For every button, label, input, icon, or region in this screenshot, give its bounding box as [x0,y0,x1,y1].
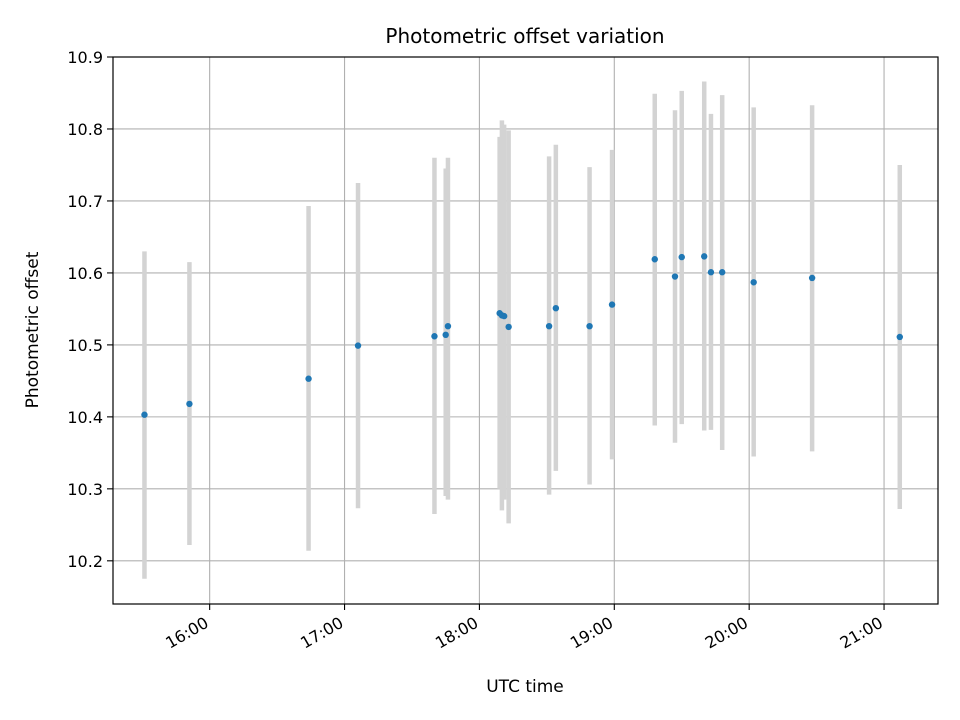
y-tick-label: 10.3 [67,480,103,499]
data-point [545,322,553,330]
data-point [896,333,903,341]
data-point [671,273,679,280]
data-point [707,269,715,276]
data-point [678,253,685,261]
data-point [808,274,816,282]
data-point [608,301,616,308]
data-point [701,253,708,260]
data-point [354,342,362,349]
data-point [431,333,438,340]
data-point [305,375,312,382]
data-point [718,269,726,276]
data-point [500,312,508,320]
data-point [750,279,757,286]
chart-title: Photometric offset variation [385,24,664,48]
data-point [586,322,593,330]
y-axis-title: Photometric offset [23,251,43,408]
data-point [444,322,452,330]
data-point [186,400,193,408]
data-point [442,331,449,339]
plot-frame [112,56,939,605]
data-point [141,411,148,418]
data-points [141,253,903,418]
y-tick-label: 10.6 [67,264,103,283]
y-tick-label: 10.7 [67,192,103,211]
y-tick-label: 10.4 [67,408,103,427]
data-point [505,323,512,331]
y-axis: 10.2 10.3 10.4 10.5 10.6 10.7 10.8 10.9 [67,48,113,571]
y-tick-label: 10.2 [67,552,103,571]
y-tick-label: 10.9 [67,48,103,67]
y-tick-label: 10.5 [67,336,103,355]
data-point [552,304,560,312]
x-axis-title: UTC time [486,677,564,697]
y-tick-label: 10.8 [67,120,103,139]
data-point [651,256,658,263]
